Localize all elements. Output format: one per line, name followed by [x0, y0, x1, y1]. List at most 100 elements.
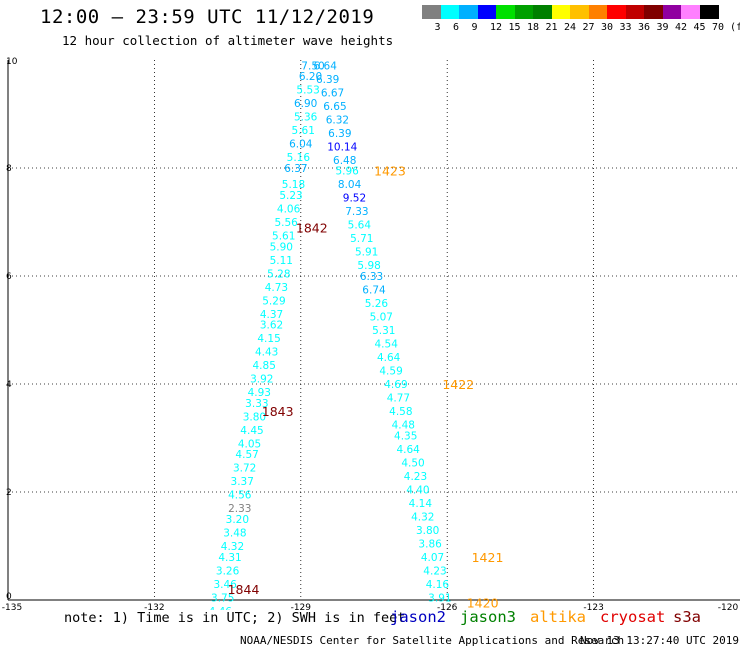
s3a-swh-label: 4.32	[221, 541, 244, 553]
s3a-swh-label: 4.15	[257, 333, 280, 345]
altika-swh-label: 9.52	[343, 193, 366, 205]
altimeter-plot: -135 -132 -129 -126 -123 -120 0 2 4 6 8 10 7.506.20 5…	[2, 57, 740, 610]
s3a-swh-label: 7.50	[301, 60, 324, 72]
y-tick-label: 4	[6, 380, 12, 390]
colorbar-label: 6	[453, 22, 460, 33]
s3a-swh-label: 5.23	[279, 190, 302, 202]
s3a-swh-label: 4.31	[218, 552, 241, 564]
s3a-swh-label: 3.46	[213, 579, 237, 591]
s3a-swh-label: 5.16	[287, 152, 311, 164]
colorbar-swatch	[477, 5, 497, 19]
s3a-swh-label: 3.26	[216, 565, 240, 577]
altika-time-label: 1423	[374, 164, 406, 179]
altika-swh-label: 6.39	[316, 74, 339, 86]
colorbar-swatch	[625, 5, 645, 19]
s3a-swh-label: 3.80	[243, 411, 266, 423]
s3a-swh-label: 3.75	[211, 592, 234, 604]
altika-swh-label: 4.16	[426, 579, 450, 591]
colorbar-swatch	[662, 5, 682, 19]
altika-swh-label: 4.50	[401, 457, 424, 469]
colorbar-swatch	[644, 5, 663, 19]
altika-swh-label: 5.26	[365, 298, 389, 310]
generation-timestamp: Nov 13 13:27:40 UTC 2019	[580, 634, 739, 647]
s3a-swh-label: 5.28	[267, 268, 290, 280]
s3a-swh-label: 5.90	[270, 241, 293, 253]
altika-swh-label: 6.48	[333, 155, 356, 167]
s3a-swh-label: 2.33	[228, 503, 251, 515]
colorbar-swatch	[570, 5, 589, 19]
x-tick-label: -123	[583, 603, 603, 610]
altika-time-label: 1421	[472, 550, 504, 565]
colorbar-label: 30	[601, 22, 614, 33]
s3a-time-label: 1843	[262, 404, 294, 419]
altika-swh-label: 7.33	[345, 206, 368, 218]
altika-swh-label: 5.64	[348, 220, 372, 232]
altika-swh-label: 3.80	[416, 525, 439, 537]
colorbar-label: 45	[693, 22, 706, 33]
altika-swh-label: 6.32	[326, 114, 349, 126]
altika-swh-label: 4.59	[379, 366, 402, 378]
s3a-swh-label: 5.53	[296, 85, 319, 97]
colorbar-label: 39	[656, 22, 669, 33]
colorbar-label: 36	[638, 22, 651, 33]
altika-swh-label: 4.64	[377, 352, 401, 364]
s3a-swh-label: 4.57	[235, 449, 258, 461]
altika-swh-label: 8.04	[338, 179, 362, 191]
y-tick-label: 10	[6, 57, 18, 67]
altika-swh-label: 4.23	[423, 565, 446, 577]
s3a-swh-label: 4.73	[265, 282, 288, 294]
colorbar-swatch	[440, 5, 460, 19]
altika-swh-label: 5.91	[355, 247, 378, 259]
altika-swh-label: 4.07	[421, 552, 444, 564]
altika-swh-label: 4.35	[394, 430, 417, 442]
altika-time-label: 1420	[467, 596, 499, 610]
s3a-swh-label: 4.43	[255, 347, 278, 359]
s3a-swh-label: 4.45	[240, 425, 263, 437]
colorbar-swatch	[514, 5, 534, 19]
altika-swh-label: 5.31	[372, 325, 395, 337]
colorbar-label: 9	[471, 22, 478, 33]
x-tick-label: -120	[718, 603, 739, 610]
altika-swh-label: 6.33	[360, 271, 383, 283]
s3a-swh-label: 6.20	[299, 71, 322, 83]
altika-swh-label: 4.48	[392, 420, 415, 432]
credit-line: NOAA/NESDIS Center for Satellite Applica…	[240, 634, 625, 647]
s3a-swh-label: 3.37	[231, 476, 254, 488]
altika-swh-label: 6.74	[362, 285, 386, 297]
colorbar-label: 12	[490, 22, 503, 33]
s3a-swh-label: 5.29	[262, 295, 285, 307]
altika-time-label: 1422	[442, 377, 474, 392]
colorbar-label: 33	[619, 22, 632, 33]
altika-swh-label: 4.14	[409, 498, 433, 510]
s3a-swh-label: 3.33	[245, 398, 268, 410]
s3a-swh-label: 3.92	[250, 374, 273, 386]
colorbar-label: 70 (ft)	[712, 22, 740, 33]
altika-swh-label: 5.96	[335, 166, 359, 178]
satellite-altika-label: altika	[530, 608, 586, 626]
s3a-swh-label: 4.93	[248, 387, 271, 399]
s3a-swh-label: 3.72	[233, 463, 256, 475]
units-note: note: 1) Time is in UTC; 2) SWH is in fe…	[64, 610, 406, 626]
s3a-swh-label: 6.04	[289, 139, 313, 151]
s3a-swh-label: 3.48	[223, 528, 246, 540]
colorbar-swatch	[607, 5, 626, 19]
altika-swh-label: 6.65	[323, 101, 346, 113]
colorbar-swatch	[496, 5, 515, 19]
s3a-swh-label: 4.05	[238, 438, 261, 450]
altika-swh-label: 3.91	[428, 592, 451, 604]
colorbar-label: 42	[675, 22, 688, 33]
altika-swh-label: 4.23	[404, 471, 427, 483]
colorbar-swatch	[422, 5, 441, 19]
s3a-swh-label: 3.20	[226, 514, 249, 526]
s3a-swh-label: 4.37	[260, 309, 283, 321]
satellite-cryosat-label: cryosat	[600, 608, 666, 626]
y-tick-label: 2	[6, 488, 12, 498]
s3a-swh-label: 5.61	[292, 125, 315, 137]
x-tick-label: -132	[144, 603, 164, 610]
satellite-jason2-label: jason2	[390, 608, 446, 626]
s3a-swh-label: 6.90	[294, 98, 317, 110]
s3a-time-label: 1842	[296, 220, 328, 235]
chart-title: 12:00 – 23:59 UTC 11/12/2019	[40, 6, 375, 28]
altika-swh-label: 4.54	[375, 339, 399, 351]
x-tick-label: -135	[2, 603, 22, 610]
